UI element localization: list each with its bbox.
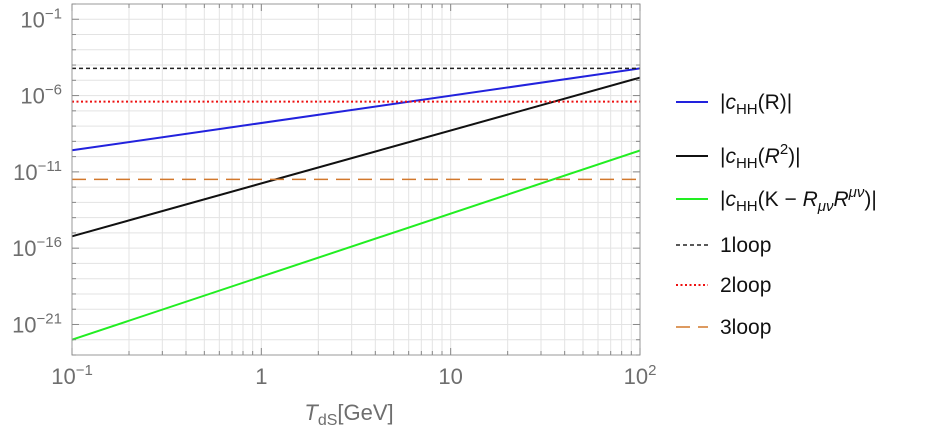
- legend-item-cHH-K: |cHH(K − RμνRμν)|: [676, 184, 877, 215]
- legend: |cHH(R)| |cHH(R2)| |cHH(K − RμνRμν)| 1loop 2…: [676, 91, 877, 339]
- axis-ticks: [71, 3, 641, 356]
- y-tick-labels: 10−1 10−6 10−11 10−16 10−21: [12, 5, 62, 337]
- legend-item-1loop: 1loop: [676, 234, 771, 257]
- x-axis-label: TdS[GeV]: [304, 400, 393, 428]
- series-line-cHH-R2: [71, 76, 641, 238]
- legend-label: 1loop: [720, 234, 771, 257]
- y-tick-label: 10−21: [12, 310, 62, 337]
- x-tick-label: 10: [438, 364, 462, 389]
- x-tick-label: 1: [255, 364, 267, 389]
- y-tick-label: 10−11: [13, 158, 62, 185]
- series-line-cHH-K: [71, 149, 641, 341]
- legend-item-cHH-R2: |cHH(R2)|: [676, 141, 801, 172]
- legend-label: 3loop: [720, 316, 771, 339]
- legend-item-3loop: 3loop: [676, 316, 771, 339]
- y-tick-label: 10−16: [12, 234, 62, 261]
- x-tick-label: 10−1: [51, 362, 93, 389]
- legend-item-cHH-R: |cHH(R)|: [676, 91, 792, 118]
- x-tick-labels: 10−1 1 10 102: [51, 362, 656, 389]
- y-tick-label: 10−1: [20, 5, 62, 32]
- legend-label: |cHH(K − RμνRμν)|: [720, 184, 877, 215]
- plot-area: [71, 67, 641, 341]
- legend-label: |cHH(R)|: [720, 91, 792, 118]
- y-tick-label: 10−6: [20, 82, 62, 109]
- legend-label: |cHH(R2)|: [720, 141, 801, 172]
- series-line-cHH-R: [71, 67, 641, 152]
- plot-frame: [71, 3, 641, 356]
- legend-label: 2loop: [720, 274, 771, 297]
- grid: [71, 3, 641, 356]
- legend-item-2loop: 2loop: [676, 274, 771, 297]
- x-tick-label: 102: [624, 362, 657, 389]
